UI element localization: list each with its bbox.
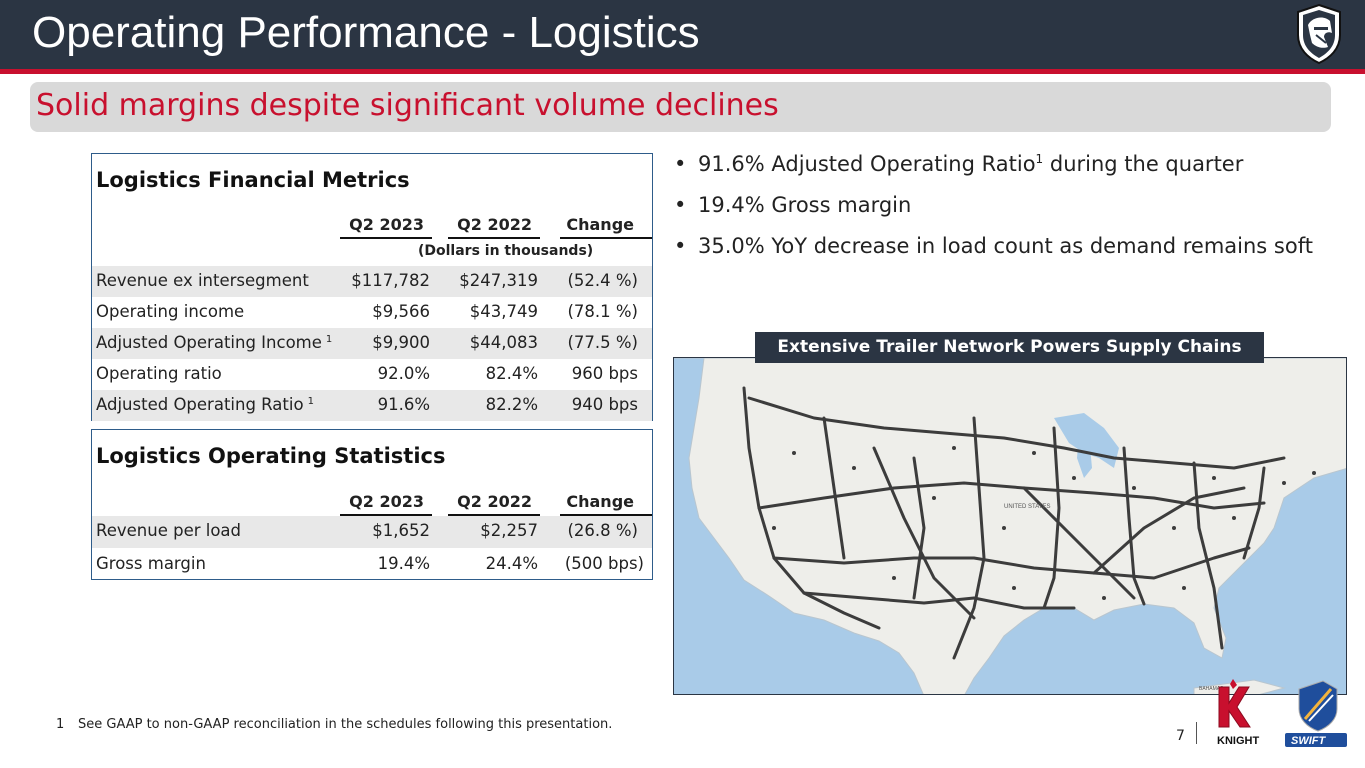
bullet-text: 35.0% YoY decrease in load count as dema… xyxy=(698,234,1313,258)
table-row: Operating ratio 92.0% 82.4% 960 bps xyxy=(92,359,652,390)
row-label: Revenue per load xyxy=(96,521,242,540)
table-row: Adjusted Operating Income 1 $9,900 $44,08… xyxy=(92,328,652,359)
column-underline xyxy=(340,237,432,239)
footnote-ref: 1 xyxy=(1035,152,1044,166)
table-row: Adjusted Operating Ratio 1 91.6% 82.2% 94… xyxy=(92,390,652,421)
footnote-ref: 1 xyxy=(325,333,333,345)
value-change: 960 bps xyxy=(571,364,638,383)
column-header-q2-2022: Q2 2022 xyxy=(457,215,532,234)
row-label: Adjusted Operating Ratio 1 xyxy=(96,395,314,414)
bullet-item: • 35.0% YoY decrease in load count as dem… xyxy=(672,234,1313,275)
network-nodes xyxy=(772,446,1316,600)
column-header-q2-2022: Q2 2022 xyxy=(457,492,532,511)
row-label: Gross margin xyxy=(96,554,206,573)
us-network-map-graphic: UNITED STATES BAHAMAS xyxy=(674,358,1346,694)
page-subtitle: Solid margins despite significant volume… xyxy=(36,88,779,123)
column-underline xyxy=(560,237,652,239)
table-row: Operating income $9,566 $43,749 (78.1 %) xyxy=(92,297,652,328)
bullet-dot-icon: • xyxy=(674,234,687,258)
column-header-change: Change xyxy=(566,215,634,234)
bullet-text-continued: during the quarter xyxy=(1043,152,1244,176)
value-q2-2023: $9,900 xyxy=(372,333,430,352)
network-routes xyxy=(742,386,1286,660)
row-label: Operating income xyxy=(96,302,245,321)
operating-statistics-table: Logistics Operating Statistics Q2 2023 Q… xyxy=(91,429,653,580)
row-label-text: Adjusted Operating Ratio xyxy=(96,395,304,414)
key-points-list: • 91.6% Adjusted Operating Ratio1 during … xyxy=(672,152,1313,275)
table-row: Revenue per load $1,652 $2,257 (26.8 %) xyxy=(92,516,652,548)
value-q2-2023: 19.4% xyxy=(377,554,430,573)
column-underline xyxy=(448,514,540,516)
map-country-label: UNITED STATES xyxy=(1004,504,1050,510)
swift-logo-icon: SWIFT xyxy=(1285,680,1347,747)
value-q2-2023: 92.0% xyxy=(377,364,430,383)
value-change: (77.5 %) xyxy=(567,333,638,352)
column-header-q2-2023: Q2 2023 xyxy=(349,215,424,234)
bullet-dot-icon: • xyxy=(674,152,687,176)
row-label-text: Adjusted Operating Income xyxy=(96,333,322,352)
trailer-network-map: UNITED STATES BAHAMAS xyxy=(673,357,1347,695)
value-q2-2022: $2,257 xyxy=(480,521,538,540)
header-accent-stripe xyxy=(0,69,1365,74)
value-q2-2023: 91.6% xyxy=(377,395,430,414)
value-q2-2023: $9,566 xyxy=(372,302,430,321)
value-q2-2023: $117,782 xyxy=(351,271,430,290)
row-label: Adjusted Operating Income 1 xyxy=(96,333,332,352)
row-label: Operating ratio xyxy=(96,364,222,383)
bullet-text: 19.4% Gross margin xyxy=(698,193,912,217)
column-underline xyxy=(340,514,432,516)
knight-swift-logo: KNIGHT SWIFT xyxy=(1217,679,1347,747)
footnote-ref: 1 xyxy=(307,395,314,407)
value-change: (26.8 %) xyxy=(567,521,638,540)
page-title: Operating Performance - Logistics xyxy=(32,8,700,57)
financial-metrics-table: Logistics Financial Metrics Q2 2023 Q2 2… xyxy=(91,153,653,421)
bullet-text: 91.6% Adjusted Operating Ratio xyxy=(698,152,1036,176)
footnote-text: See GAAP to non-GAAP reconciliation in t… xyxy=(78,717,613,732)
knight-logo-icon: KNIGHT xyxy=(1217,679,1259,747)
map-country-label: BAHAMAS xyxy=(1199,686,1224,692)
page-number: 7 xyxy=(1176,728,1185,744)
table-row: Revenue ex intersegment $117,782 $247,31… xyxy=(92,266,652,297)
row-label: Revenue ex intersegment xyxy=(96,271,309,290)
table-row: Gross margin 19.4% 24.4% (500 bps) xyxy=(92,549,652,581)
units-note: (Dollars in thousands) xyxy=(418,243,594,259)
knight-wordmark: KNIGHT xyxy=(1217,735,1259,747)
value-change: (500 bps) xyxy=(564,554,644,573)
column-underline xyxy=(560,514,652,516)
value-q2-2022: $247,319 xyxy=(459,271,538,290)
knight-helmet-shield-icon xyxy=(1297,3,1341,65)
footer-divider xyxy=(1196,722,1197,744)
header-bar xyxy=(0,0,1365,70)
bullet-item: • 91.6% Adjusted Operating Ratio1 during … xyxy=(672,152,1313,193)
swift-wordmark: SWIFT xyxy=(1291,735,1326,747)
lake-michigan xyxy=(1077,433,1092,478)
value-q2-2022: 24.4% xyxy=(485,554,538,573)
column-header-q2-2023: Q2 2023 xyxy=(349,492,424,511)
bullet-item: • 19.4% Gross margin xyxy=(672,193,1313,234)
subtitle-bar xyxy=(30,82,1331,132)
value-change: 940 bps xyxy=(571,395,638,414)
table-title: Logistics Financial Metrics xyxy=(96,168,410,192)
value-change: (78.1 %) xyxy=(567,302,638,321)
value-q2-2022: $43,749 xyxy=(469,302,538,321)
value-q2-2022: 82.4% xyxy=(485,364,538,383)
value-q2-2023: $1,652 xyxy=(372,521,430,540)
north-america-land xyxy=(674,358,1346,694)
table-title: Logistics Operating Statistics xyxy=(96,444,446,468)
footnote-number: 1 xyxy=(56,717,65,732)
value-change: (52.4 %) xyxy=(567,271,638,290)
column-header-change: Change xyxy=(566,492,634,511)
map-caption: Extensive Trailer Network Powers Supply … xyxy=(755,332,1264,363)
bullet-dot-icon: • xyxy=(674,193,687,217)
value-q2-2022: 82.2% xyxy=(485,395,538,414)
column-underline xyxy=(448,237,540,239)
value-q2-2022: $44,083 xyxy=(469,333,538,352)
